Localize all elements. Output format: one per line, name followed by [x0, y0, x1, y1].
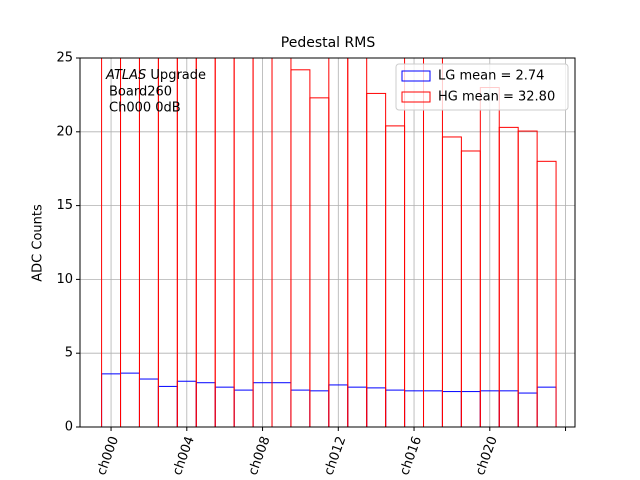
legend-swatch	[401, 70, 431, 82]
legend-label: LG mean = 2.74	[438, 69, 544, 84]
annotation: ATLAS Upgrade	[105, 68, 206, 83]
y-tick-label: 15	[56, 198, 73, 213]
bar	[536, 160, 557, 427]
legend-label: HG mean = 32.80	[438, 90, 555, 105]
annotation-line: Board260	[109, 85, 172, 100]
y-tick-label: 20	[56, 124, 73, 139]
legend-box	[395, 63, 569, 111]
y-axis-label: ADC Counts	[31, 204, 46, 282]
legend: LG mean = 2.74 HG mean = 32.80	[395, 63, 569, 111]
annotation-experiment: ATLAS	[105, 68, 146, 83]
legend-swatch	[401, 91, 431, 103]
annotation-line: Ch000 0dB	[109, 101, 181, 116]
grid	[80, 57, 575, 428]
axes-frame	[79, 57, 576, 428]
y-tick-label: 5	[65, 346, 73, 361]
chart-title: Pedestal RMS	[281, 35, 376, 51]
y-tick-label: 0	[65, 420, 73, 435]
y-tick-label: 25	[56, 51, 73, 66]
annotation-label: Upgrade	[150, 68, 206, 83]
y-tick-label: 10	[56, 272, 73, 287]
